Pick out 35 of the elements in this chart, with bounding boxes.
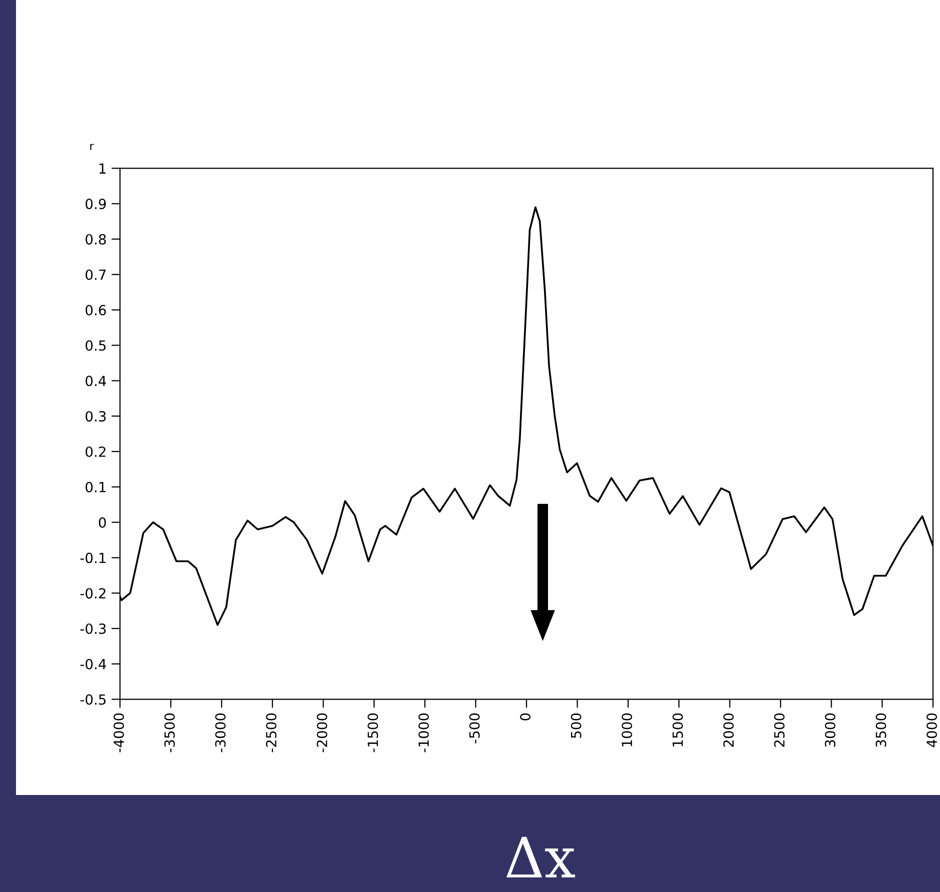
y-tick-label: 0.6 [86, 304, 106, 316]
x-tick-label: 2500 [774, 713, 785, 747]
x-tick-label: -2500 [266, 713, 276, 752]
y-tick-label: -0.1 [80, 552, 106, 564]
y-tick-label: 0.5 [86, 340, 106, 351]
x-tick-label: 500 [570, 713, 582, 738]
x-tick-label: -1500 [368, 713, 378, 752]
x-tick-label: 3500 [876, 713, 886, 747]
y-tick-label: -0.4 [80, 658, 106, 670]
x-tick-label: -4000 [114, 713, 124, 752]
y-tick-label: 0.9 [86, 198, 106, 210]
x-tick-label: 3000 [824, 713, 836, 747]
y-tick-label: -0.3 [80, 623, 106, 634]
x-tick-label: 1000 [622, 713, 632, 746]
y-tick-label: 0.4 [86, 376, 106, 386]
x-tick-label: -500 [469, 713, 480, 744]
y-tick-label: -0.5 [80, 694, 106, 705]
x-tick-label: 1500 [672, 713, 683, 746]
y-tick-label: 0.2 [86, 446, 106, 457]
x-tick-label: 0 [520, 713, 531, 720]
y-tick-label: 0.7 [86, 269, 106, 280]
x-tick-label: -3000 [215, 713, 226, 752]
y-tick-label: 1 [99, 163, 106, 174]
y-tick-label: 0.1 [86, 482, 106, 492]
y-tick-label: 0.3 [86, 411, 106, 422]
x-tick-label: -2000 [316, 713, 328, 752]
y-axis-title: r [90, 144, 94, 150]
x-tick-label: 4000 [926, 713, 938, 748]
x-tick-label: -1000 [418, 713, 429, 752]
x-tick-label: -3500 [164, 713, 175, 752]
y-tick-label: 0.8 [86, 234, 106, 245]
x-tick-label: 2000 [723, 713, 734, 747]
x-axis-title: Δx [506, 836, 576, 878]
y-tick-label: 0 [98, 517, 106, 528]
y-tick-label: -0.2 [80, 588, 106, 599]
